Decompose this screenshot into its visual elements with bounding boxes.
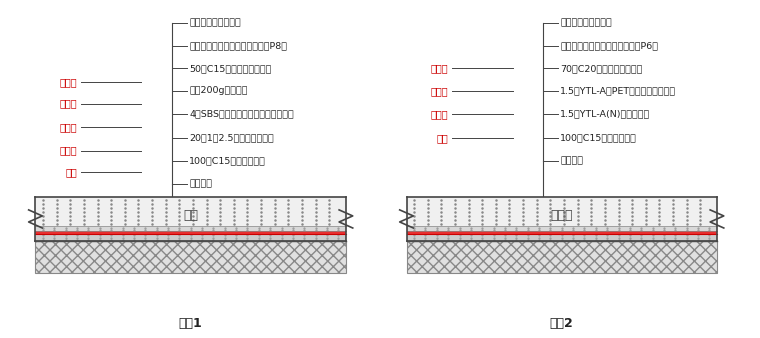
Text: 50厚C15细石混凝土保护层: 50厚C15细石混凝土保护层 — [189, 64, 271, 73]
Text: 20厚1：2.5水泥砂浆找平层: 20厚1：2.5水泥砂浆找平层 — [189, 134, 274, 143]
Text: 垫层: 垫层 — [436, 133, 448, 143]
Text: 1.5厚YTL-A（PET）自粘卷材防水层: 1.5厚YTL-A（PET）自粘卷材防水层 — [560, 87, 676, 95]
Bar — [36, 231, 346, 234]
Text: 筱板: 筱板 — [183, 210, 198, 222]
Bar — [36, 197, 346, 241]
Text: 抗渗钢筋混凝土底板（抗渗等级P8）: 抗渗钢筋混凝土底板（抗渗等级P8） — [189, 41, 287, 50]
Bar — [407, 231, 717, 234]
Text: 100厚C15素混凝土垫层: 100厚C15素混凝土垫层 — [560, 134, 637, 143]
Text: 抗渗钢筋混凝土底板（抗渗等级P6）: 抗渗钢筋混凝土底板（抗渗等级P6） — [560, 41, 658, 50]
Text: 做法2: 做法2 — [549, 317, 574, 330]
Bar — [407, 234, 717, 241]
Text: 防水层: 防水层 — [430, 86, 448, 96]
Text: 地面（见工程做法）: 地面（见工程做法） — [560, 19, 612, 28]
Text: 素土夯实: 素土夯实 — [560, 157, 583, 166]
Bar — [36, 234, 346, 241]
Bar — [36, 241, 346, 273]
Bar — [36, 226, 346, 231]
Text: 防水层: 防水层 — [430, 109, 448, 119]
Text: 地面（见工程做法）: 地面（见工程做法） — [189, 19, 241, 28]
Text: 保护层: 保护层 — [430, 64, 448, 73]
Bar — [407, 197, 717, 226]
Text: 做法1: 做法1 — [179, 317, 203, 330]
Text: 100厚C15素混凝土垫层: 100厚C15素混凝土垫层 — [189, 157, 266, 166]
Text: 70厚C20细石混凝土保护层: 70厚C20细石混凝土保护层 — [560, 64, 643, 73]
Text: 素土夯实: 素土夯实 — [189, 179, 212, 189]
Bar — [407, 197, 717, 241]
Bar — [407, 241, 717, 273]
Text: 1.5厚YTL-A(N)卷材防水层: 1.5厚YTL-A(N)卷材防水层 — [560, 109, 651, 118]
Text: 垫层: 垫层 — [65, 167, 77, 177]
Bar — [407, 226, 717, 231]
Bar — [36, 197, 346, 226]
Text: 防水层: 防水层 — [59, 122, 77, 132]
Text: 4厚SBS改性沥青防水卷材（聚酯胎）: 4厚SBS改性沥青防水卷材（聚酯胎） — [189, 109, 294, 118]
Text: 花铺200g油毡一道: 花铺200g油毡一道 — [189, 87, 248, 95]
Text: 找平层: 找平层 — [59, 146, 77, 155]
Text: 保护层: 保护层 — [59, 77, 77, 87]
Text: 隔离层: 隔离层 — [59, 99, 77, 108]
Text: 止水板: 止水板 — [550, 210, 573, 222]
